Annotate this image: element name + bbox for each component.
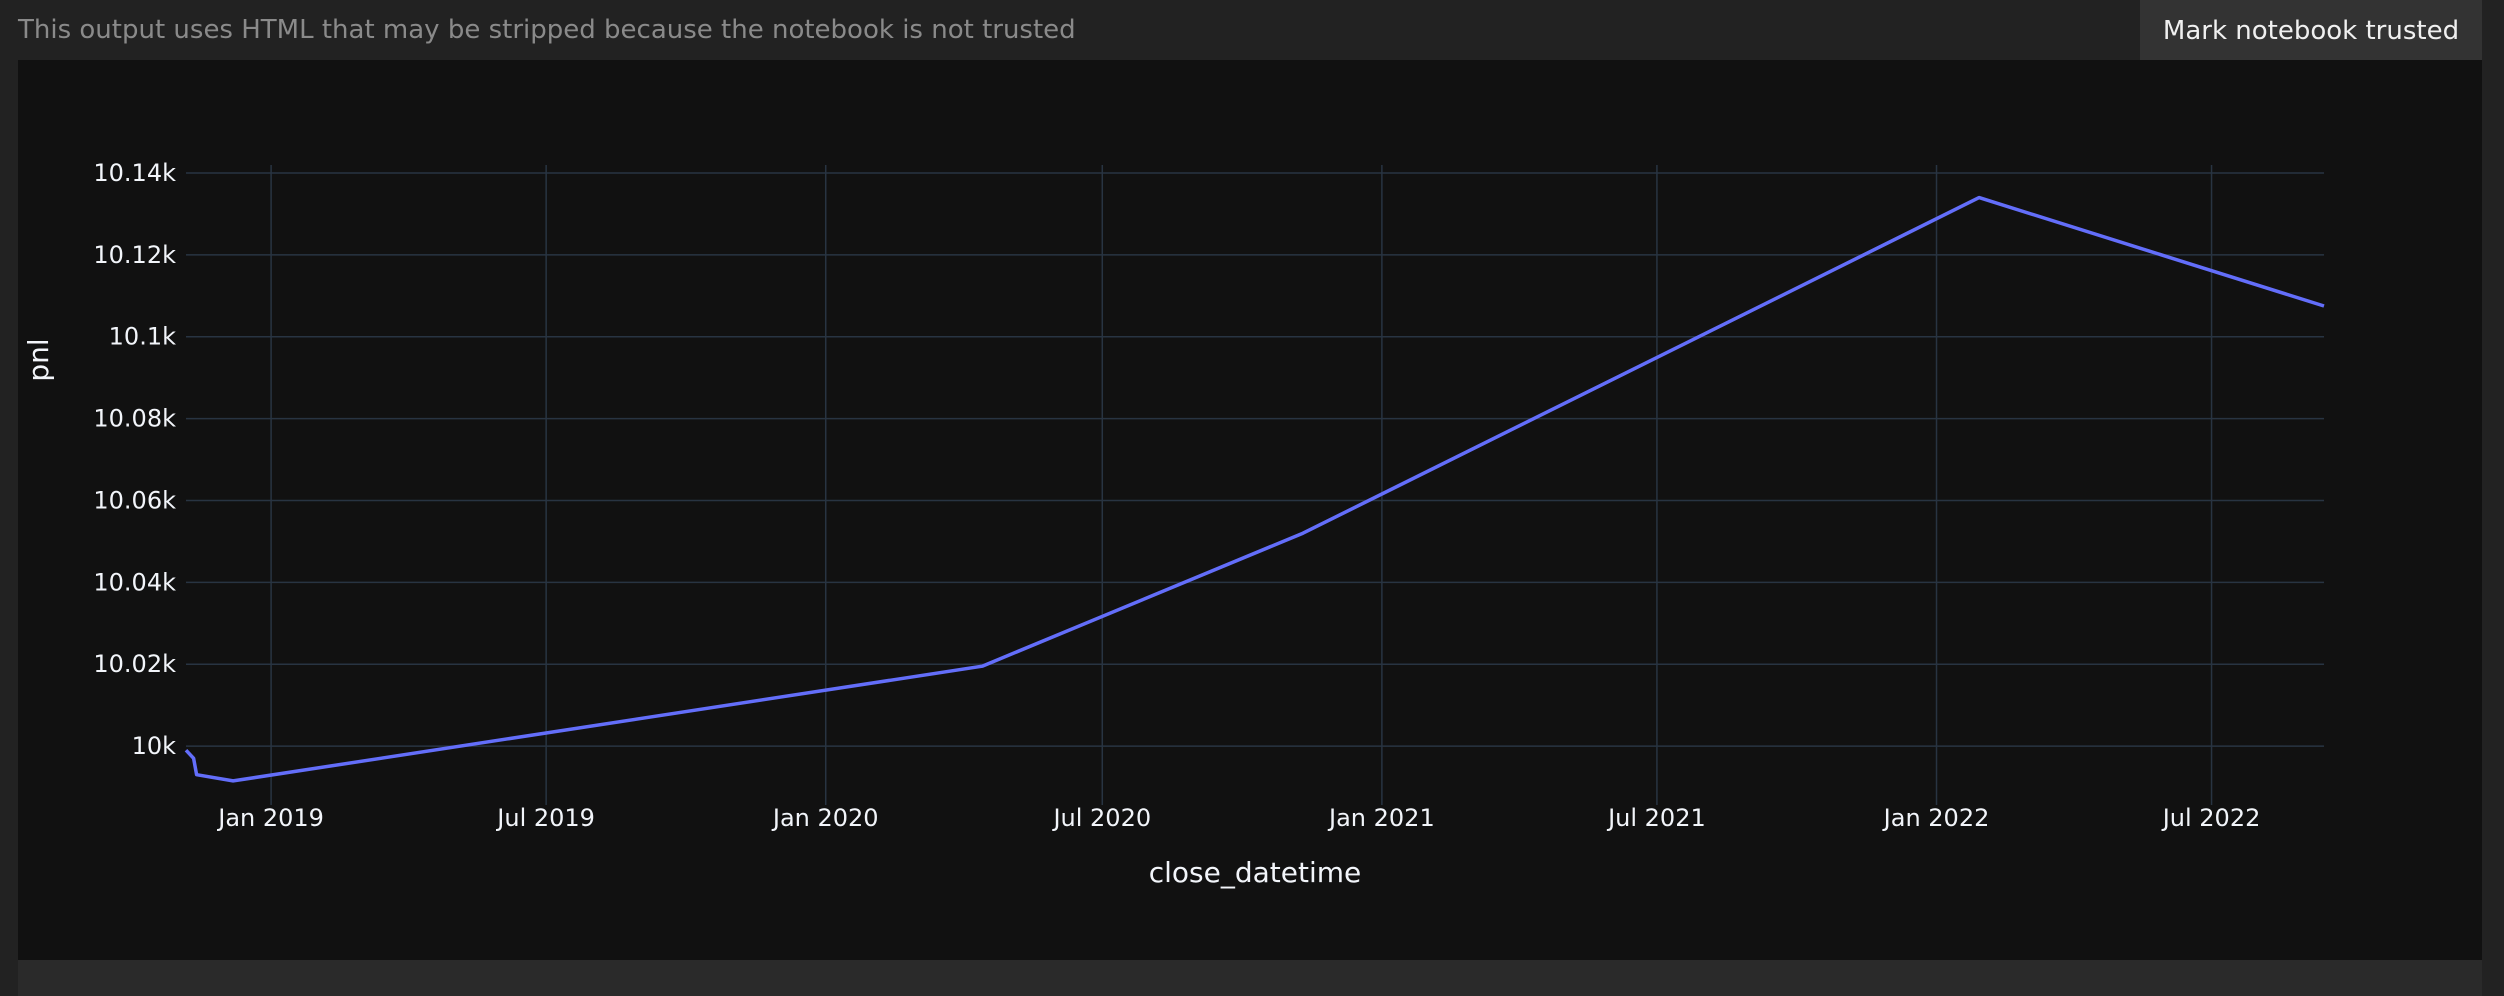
tick-labels: Jan 2019 Jul 2019 Jan 2020 Jul 2020 Jan 2021… xyxy=(93,159,2260,832)
x-tick-label: Jul 2019 xyxy=(495,804,595,832)
x-axis-title: close_datetime xyxy=(1149,856,1362,889)
y-axis-title: pnl xyxy=(22,338,55,381)
x-tick-label: Jul 2022 xyxy=(2161,804,2261,832)
x-tick-label: Jan 2022 xyxy=(1882,804,1990,832)
x-tick-label: Jan 2019 xyxy=(216,804,324,832)
y-tick-label: 10.14k xyxy=(93,159,176,187)
y-tick-label: 10k xyxy=(132,732,177,760)
chart-background xyxy=(18,60,2482,960)
output-footer xyxy=(18,960,2482,996)
x-tick-label: Jan 2020 xyxy=(771,804,879,832)
grid-lines xyxy=(186,165,2324,805)
plot-output: Jan 2019 Jul 2019 Jan 2020 Jul 2020 Jan 2021… xyxy=(18,60,2482,960)
x-tick-label: Jul 2020 xyxy=(1051,804,1151,832)
line-chart[interactable]: Jan 2019 Jul 2019 Jan 2020 Jul 2020 Jan 2021… xyxy=(18,60,2482,960)
mark-trusted-button[interactable]: Mark notebook trusted xyxy=(2140,0,2482,60)
x-tick-label: Jan 2021 xyxy=(1327,804,1435,832)
y-tick-label: 10.04k xyxy=(93,568,176,596)
trust-warning-text: This output uses HTML that may be stripp… xyxy=(18,15,1076,45)
y-tick-label: 10.12k xyxy=(93,241,176,269)
y-tick-label: 10.06k xyxy=(93,486,176,514)
x-tick-label: Jul 2021 xyxy=(1606,804,1706,832)
y-tick-label: 10.08k xyxy=(93,405,176,433)
y-tick-label: 10.02k xyxy=(93,650,176,678)
trust-banner: This output uses HTML that may be stripp… xyxy=(0,0,2504,60)
y-tick-label: 10.1k xyxy=(109,323,176,351)
series-line[interactable] xyxy=(184,195,2325,783)
